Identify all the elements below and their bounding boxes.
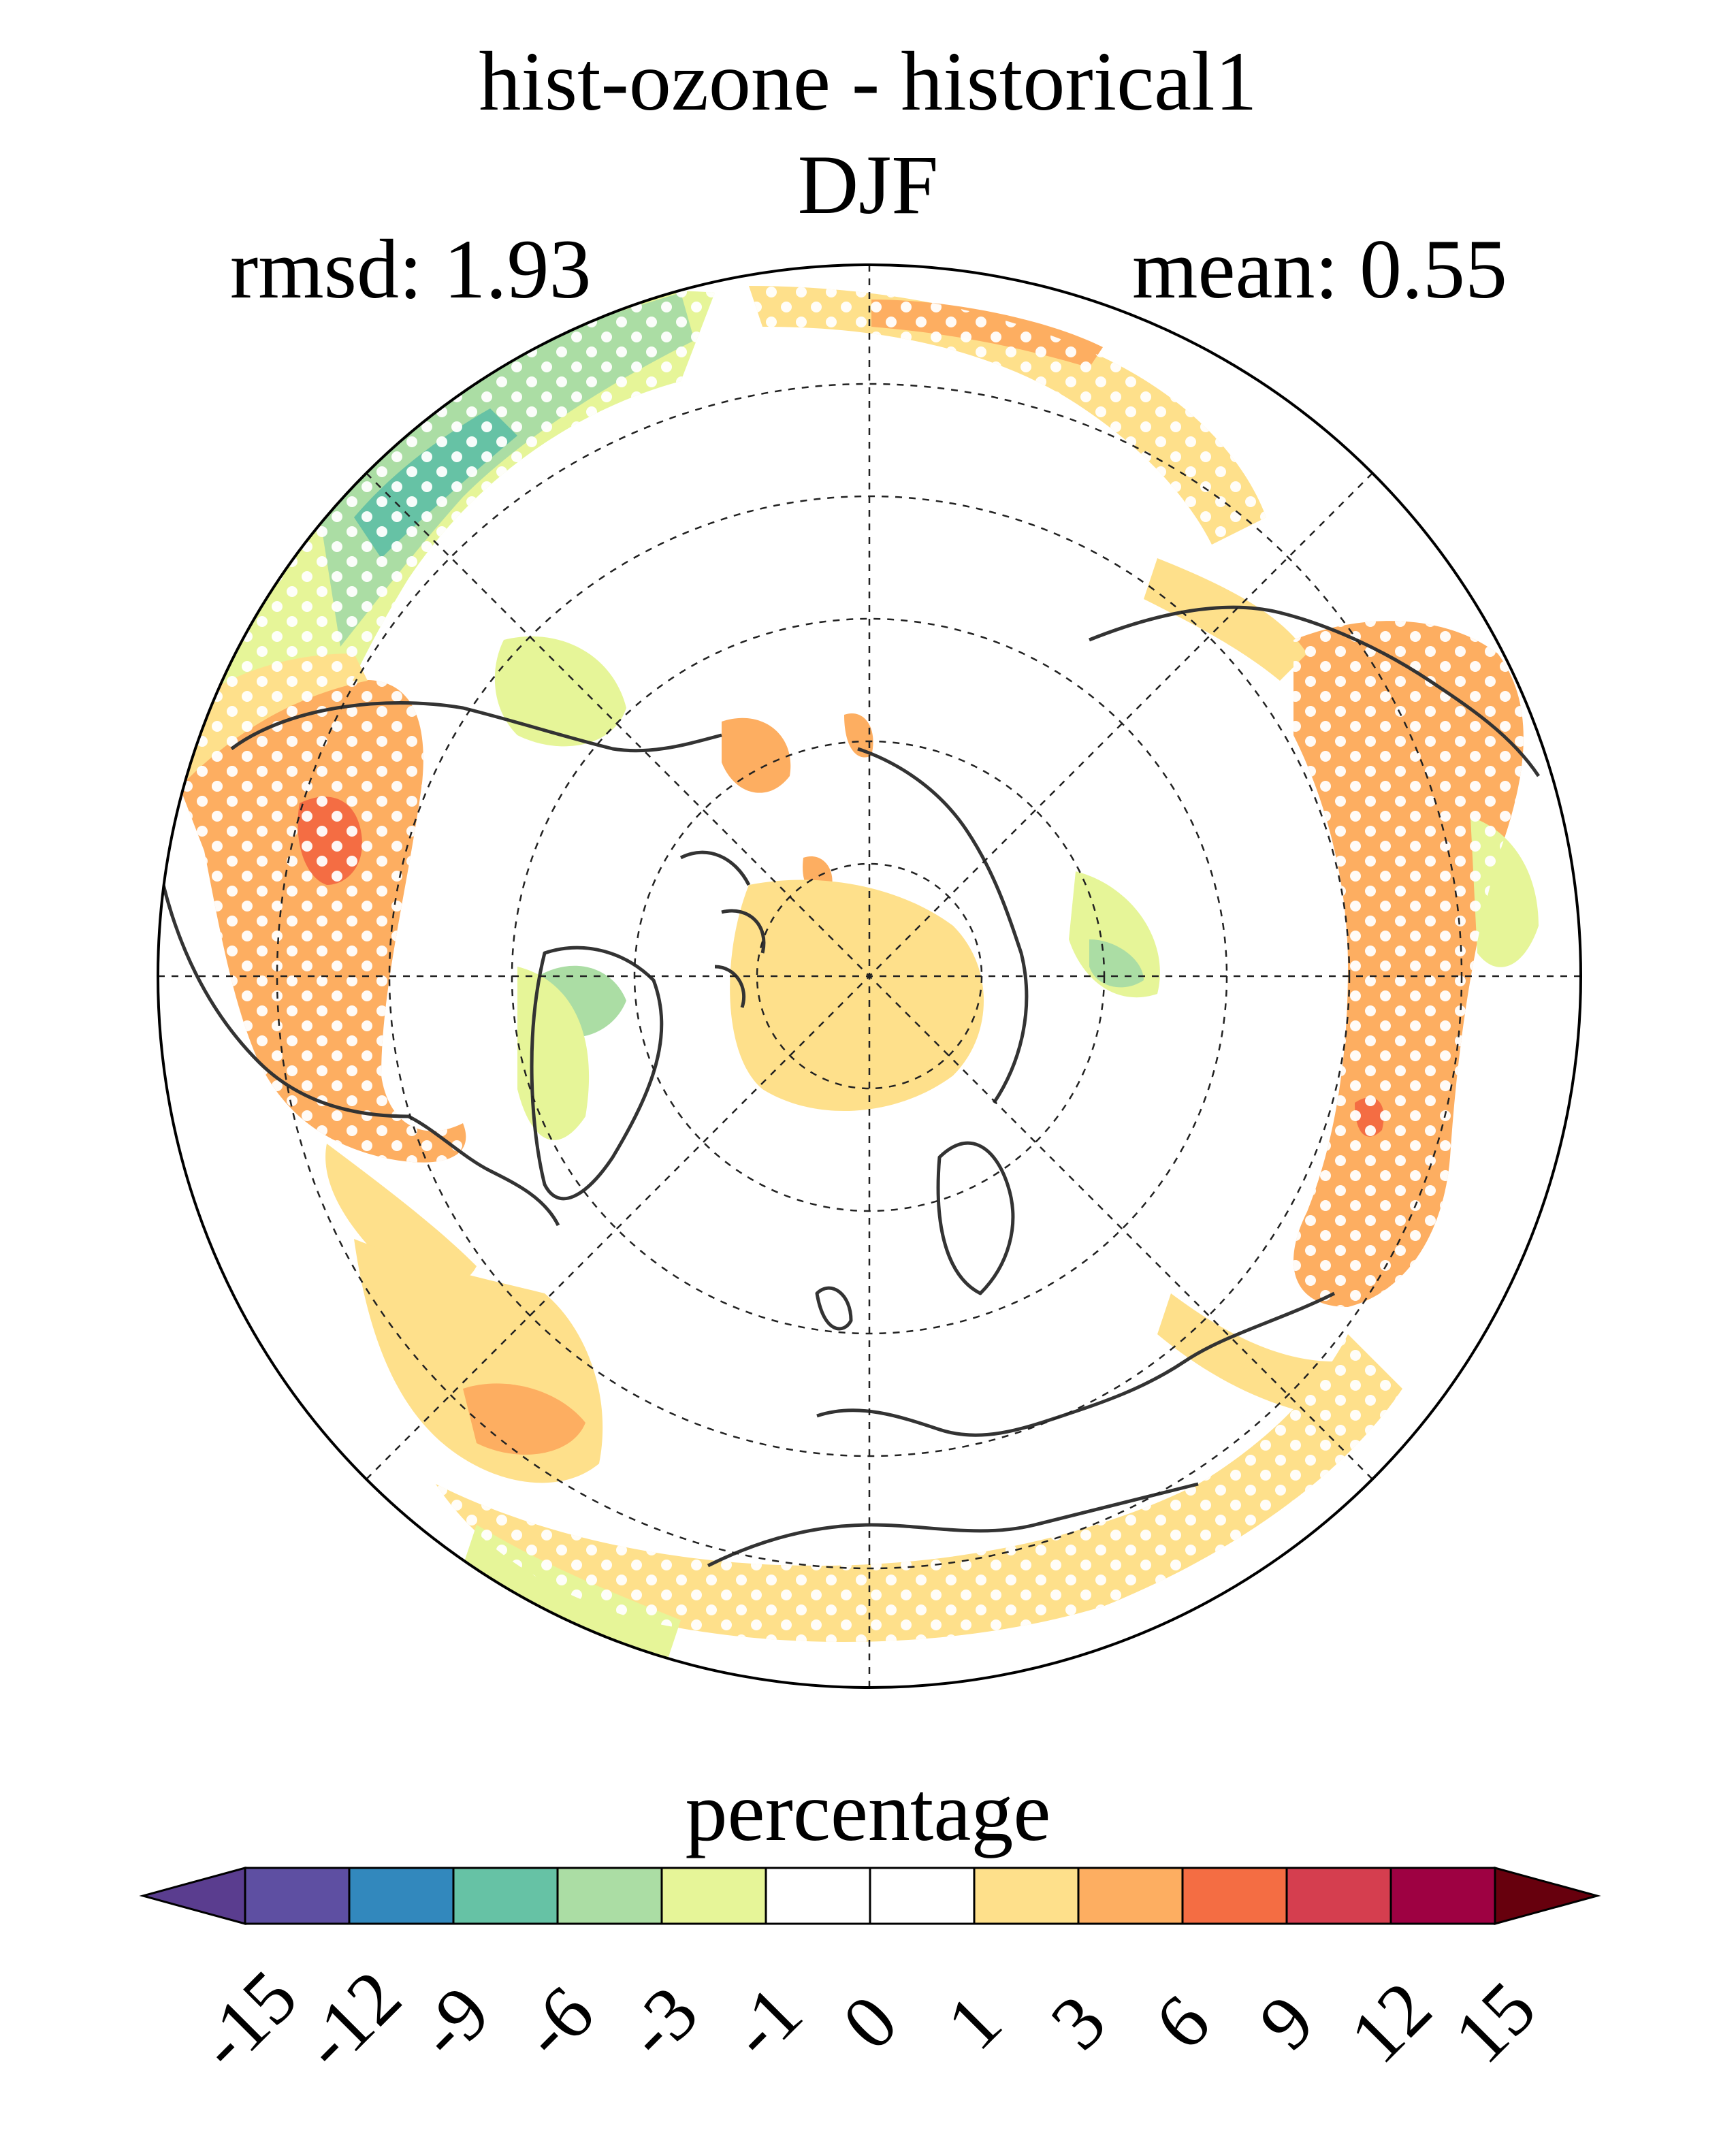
coastline-scandinavia xyxy=(936,1141,1015,1295)
coastline-british-isles xyxy=(815,1286,853,1331)
polar-map xyxy=(157,263,1582,1689)
region-atlantic-orange xyxy=(463,1383,585,1455)
coastline-arctic-islands xyxy=(679,850,766,1008)
map-title: hist-ozone - historical1 xyxy=(479,35,1257,128)
rmsd-stat: rmsd: 1.93 xyxy=(230,223,592,316)
coastline-eurasia-north xyxy=(857,605,1541,1104)
graticule xyxy=(158,265,1581,1688)
colorbar-box xyxy=(1077,1867,1184,1925)
colorbar xyxy=(139,1867,1601,1925)
colorbar-box xyxy=(765,1867,871,1925)
mean-stat: mean: 0.55 xyxy=(1132,223,1507,316)
colorbar-label: percentage xyxy=(685,1765,1051,1858)
coastline-africa xyxy=(707,1482,1199,1568)
colorbar-box xyxy=(452,1867,559,1925)
region-asia-yellow xyxy=(1144,558,1334,1416)
colorbar-box xyxy=(869,1867,976,1925)
colorbar-box xyxy=(244,1867,351,1925)
globe-boundary xyxy=(157,263,1582,1689)
significance-stippling xyxy=(170,286,1524,1643)
colorbar-box xyxy=(1181,1867,1288,1925)
colorbar-box xyxy=(660,1867,767,1925)
season-subtitle: DJF xyxy=(797,138,939,231)
anomaly-field xyxy=(158,265,1581,1688)
colorbar-extend-high xyxy=(1494,1867,1601,1925)
colorbar-box xyxy=(1389,1867,1496,1925)
colorbar-box xyxy=(1285,1867,1392,1925)
colorbar-extend-low xyxy=(139,1867,246,1925)
colorbar-box xyxy=(556,1867,663,1925)
region-arctic-orange xyxy=(722,713,873,894)
colorbar-box xyxy=(973,1867,1080,1925)
region-canada-green xyxy=(494,636,626,1140)
colorbar-box xyxy=(348,1867,455,1925)
coastline-north-america xyxy=(161,701,722,1227)
